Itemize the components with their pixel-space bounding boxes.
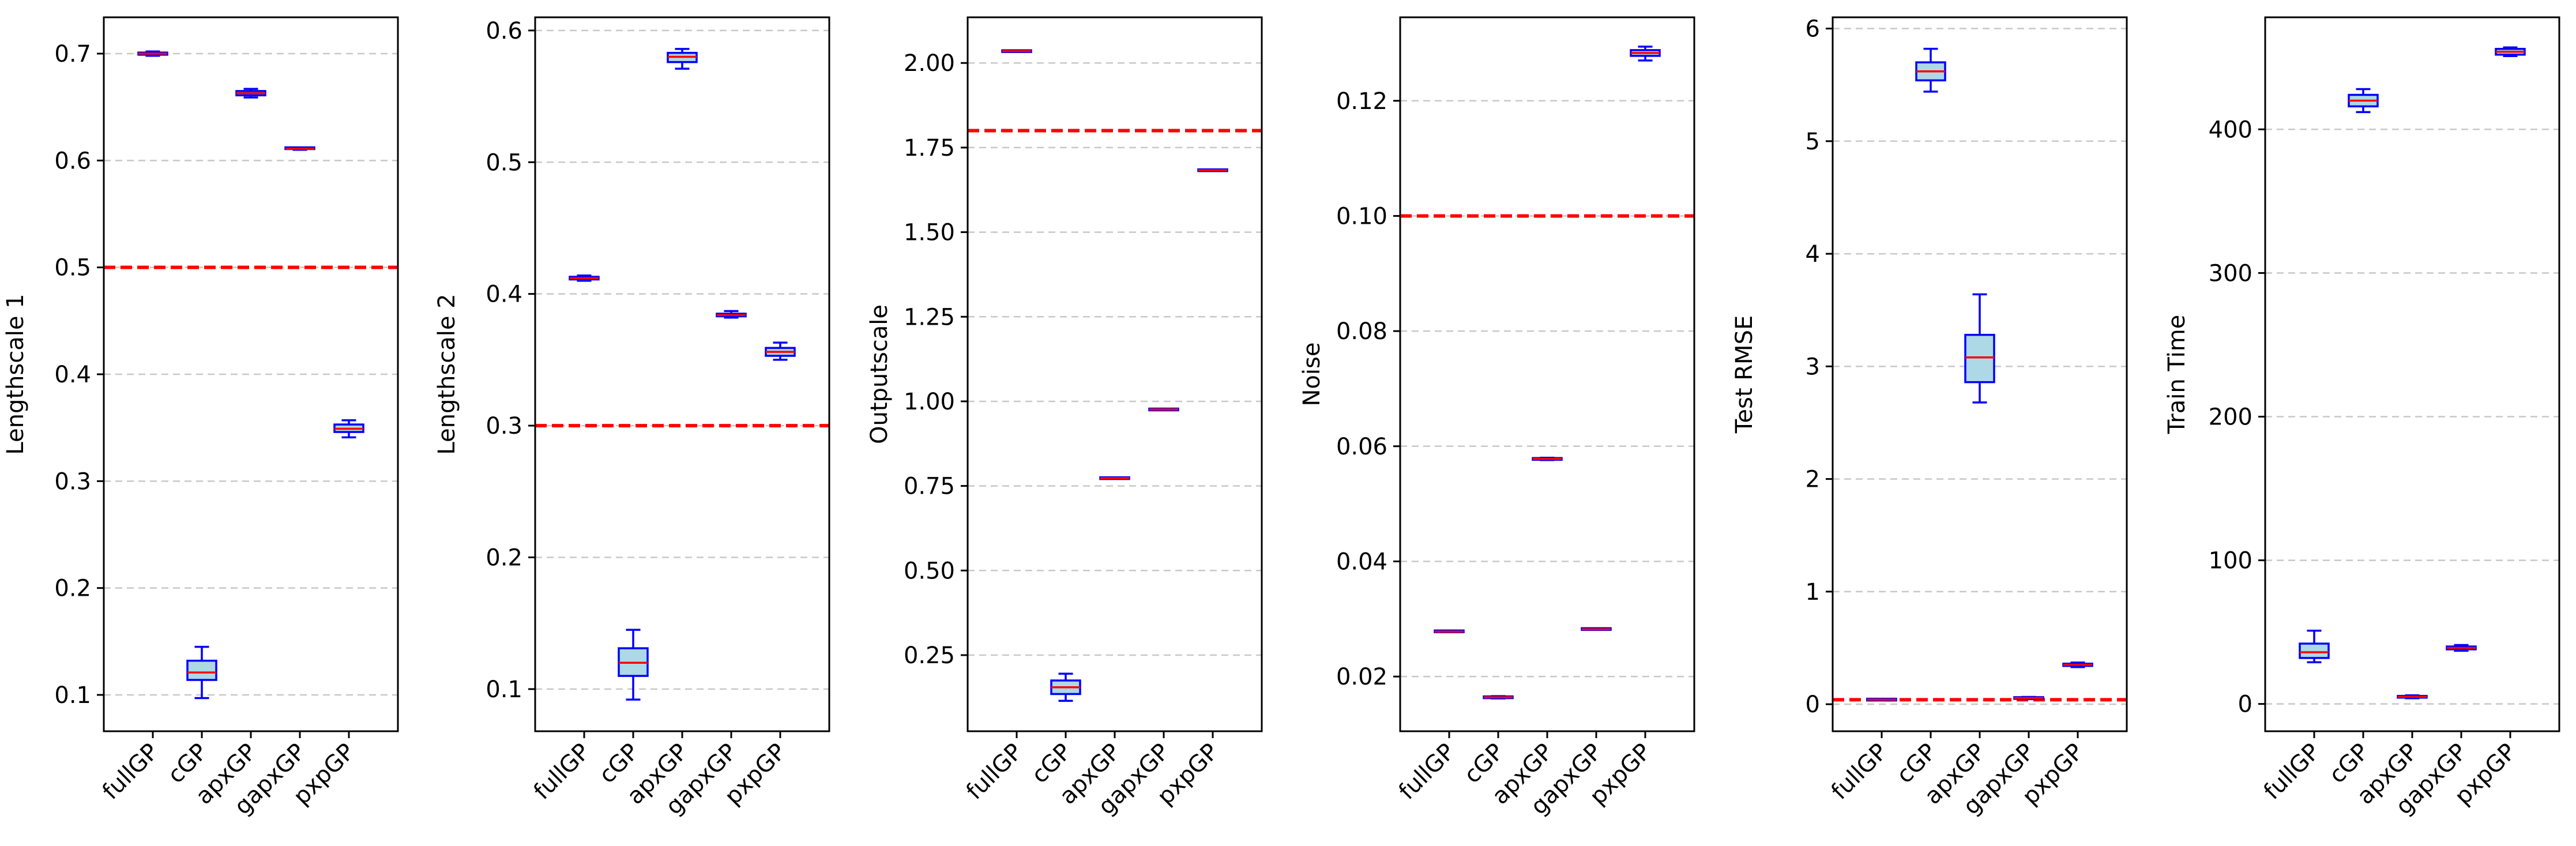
plot-frame (967, 16, 1263, 732)
y-tick-label: 0.08 (1336, 318, 1387, 345)
x-tick-label-fullGP: fullGP (529, 739, 595, 805)
box-pxpGP (2495, 46, 2526, 58)
box-fullGP (1001, 49, 1032, 53)
y-tick-label: 0.3 (54, 468, 91, 495)
y-tick-label: 0.1 (486, 676, 522, 703)
y-tick-label: 0.50 (904, 558, 955, 584)
y-tick-label: 0 (1806, 691, 1820, 718)
y-tick-label: 1.75 (904, 135, 955, 161)
y-tick-label: 0.25 (904, 642, 955, 669)
y-tick-label: 5 (1806, 129, 1820, 155)
plot-frame (2264, 16, 2560, 732)
y-tick-label: 2.00 (904, 50, 955, 77)
y-tick-label: 0.3 (486, 413, 522, 439)
box-apxGP (1099, 476, 1130, 480)
box-gapxGP (716, 310, 747, 319)
box-gapxGP (284, 146, 315, 151)
panel-lengthscale-1: 0.10.20.30.40.50.60.7fullGPcGPapxGPgapxG… (2, 16, 399, 820)
y-tick-label: 0.12 (1336, 88, 1387, 115)
iqr-box (2299, 642, 2330, 659)
box-fullGP (569, 274, 600, 282)
y-tick-label: 0.75 (904, 473, 955, 500)
y-tick-label: 0.6 (54, 148, 91, 174)
y-tick-label: 0.04 (1336, 548, 1387, 575)
y-tick-label: 400 (2209, 116, 2252, 143)
panel-lengthscale-2: 0.10.20.30.40.50.6fullGPcGPapxGPgapxGPpx… (434, 16, 830, 820)
y-tick-label: 0.2 (54, 576, 91, 602)
plot-frame (534, 16, 830, 732)
iqr-box (186, 659, 217, 681)
y-tick-label: 200 (2209, 404, 2252, 430)
x-tick-label-fullGP: fullGP (1826, 739, 1893, 805)
y-axis-label: Lengthscale 2 (434, 294, 460, 454)
y-axis-label: Train Time (2164, 315, 2190, 435)
box-fullGP (2299, 629, 2330, 664)
box-gapxGP (2446, 644, 2477, 652)
y-tick-label: 0.2 (486, 544, 522, 571)
box-gapxGP (1148, 407, 1179, 412)
box-cGP (2348, 88, 2379, 114)
box-gapxGP (1581, 627, 1612, 631)
box-cGP (1915, 47, 1946, 93)
box-pxpGP (1197, 168, 1228, 172)
y-tick-label: 0.06 (1336, 434, 1387, 460)
y-tick-label: 0.1 (54, 682, 91, 709)
y-tick-label: 100 (2209, 548, 2252, 574)
y-tick-label: 4 (1806, 241, 1820, 268)
y-tick-label: 6 (1806, 16, 1820, 43)
y-tick-label: 0 (2238, 691, 2252, 718)
y-tick-label: 0.7 (54, 41, 91, 67)
box-apxGP (1964, 293, 1995, 404)
y-tick-label: 0.4 (54, 362, 91, 388)
x-tick-label-fullGP: fullGP (961, 739, 1028, 805)
y-tick-label: 0.5 (54, 255, 91, 281)
y-axis-label: Noise (1299, 343, 1325, 407)
box-apxGP (235, 88, 266, 99)
box-fullGP (1866, 697, 1897, 702)
box-fullGP (137, 50, 168, 57)
box-pxpGP (333, 419, 364, 439)
y-tick-label: 300 (2209, 260, 2252, 287)
y-axis-label: Outputscale (866, 304, 893, 444)
box-pxpGP (1630, 46, 1661, 62)
y-tick-label: 2 (1806, 467, 1820, 493)
plot-frame (1399, 16, 1695, 732)
y-tick-label: 0.02 (1336, 664, 1387, 690)
x-tick-label-fullGP: fullGP (97, 739, 164, 805)
y-tick-label: 0.6 (486, 18, 522, 44)
box-cGP (1050, 672, 1081, 702)
panel-noise: 0.020.040.060.080.100.12fullGPcGPapxGPga… (1299, 16, 1695, 820)
plot-frame (103, 16, 399, 732)
box-pxpGP (765, 341, 796, 361)
box-cGP (1483, 695, 1514, 700)
y-tick-label: 3 (1806, 354, 1820, 380)
box-apxGP (1532, 457, 1563, 461)
y-axis-label: Test RMSE (1731, 315, 1758, 434)
y-tick-label: 1 (1806, 579, 1820, 606)
y-tick-label: 1.00 (904, 389, 955, 415)
y-tick-label: 1.50 (904, 220, 955, 246)
box-cGP (186, 645, 217, 700)
iqr-box (1964, 333, 1995, 383)
y-tick-label: 1.25 (904, 304, 955, 330)
box-pxpGP (2062, 661, 2093, 668)
box-apxGP (667, 48, 698, 70)
box-cGP (618, 629, 649, 701)
box-apxGP (2397, 694, 2428, 700)
panel-train-time: 0100200300400fullGPcGPapxGPgapxGPpxpGPTr… (2164, 16, 2560, 820)
x-tick-label-fullGP: fullGP (1394, 739, 1460, 805)
y-tick-label: 0.10 (1336, 203, 1387, 230)
panel-outputscale: 0.250.500.751.001.251.501.752.00fullGPcG… (866, 16, 1263, 820)
y-tick-label: 0.4 (486, 281, 522, 308)
x-tick-label-fullGP: fullGP (2259, 739, 2325, 805)
y-axis-label: Lengthscale 1 (2, 294, 29, 454)
box-gapxGP (2013, 695, 2044, 701)
box-fullGP (1434, 629, 1465, 634)
y-tick-label: 0.5 (486, 149, 522, 176)
